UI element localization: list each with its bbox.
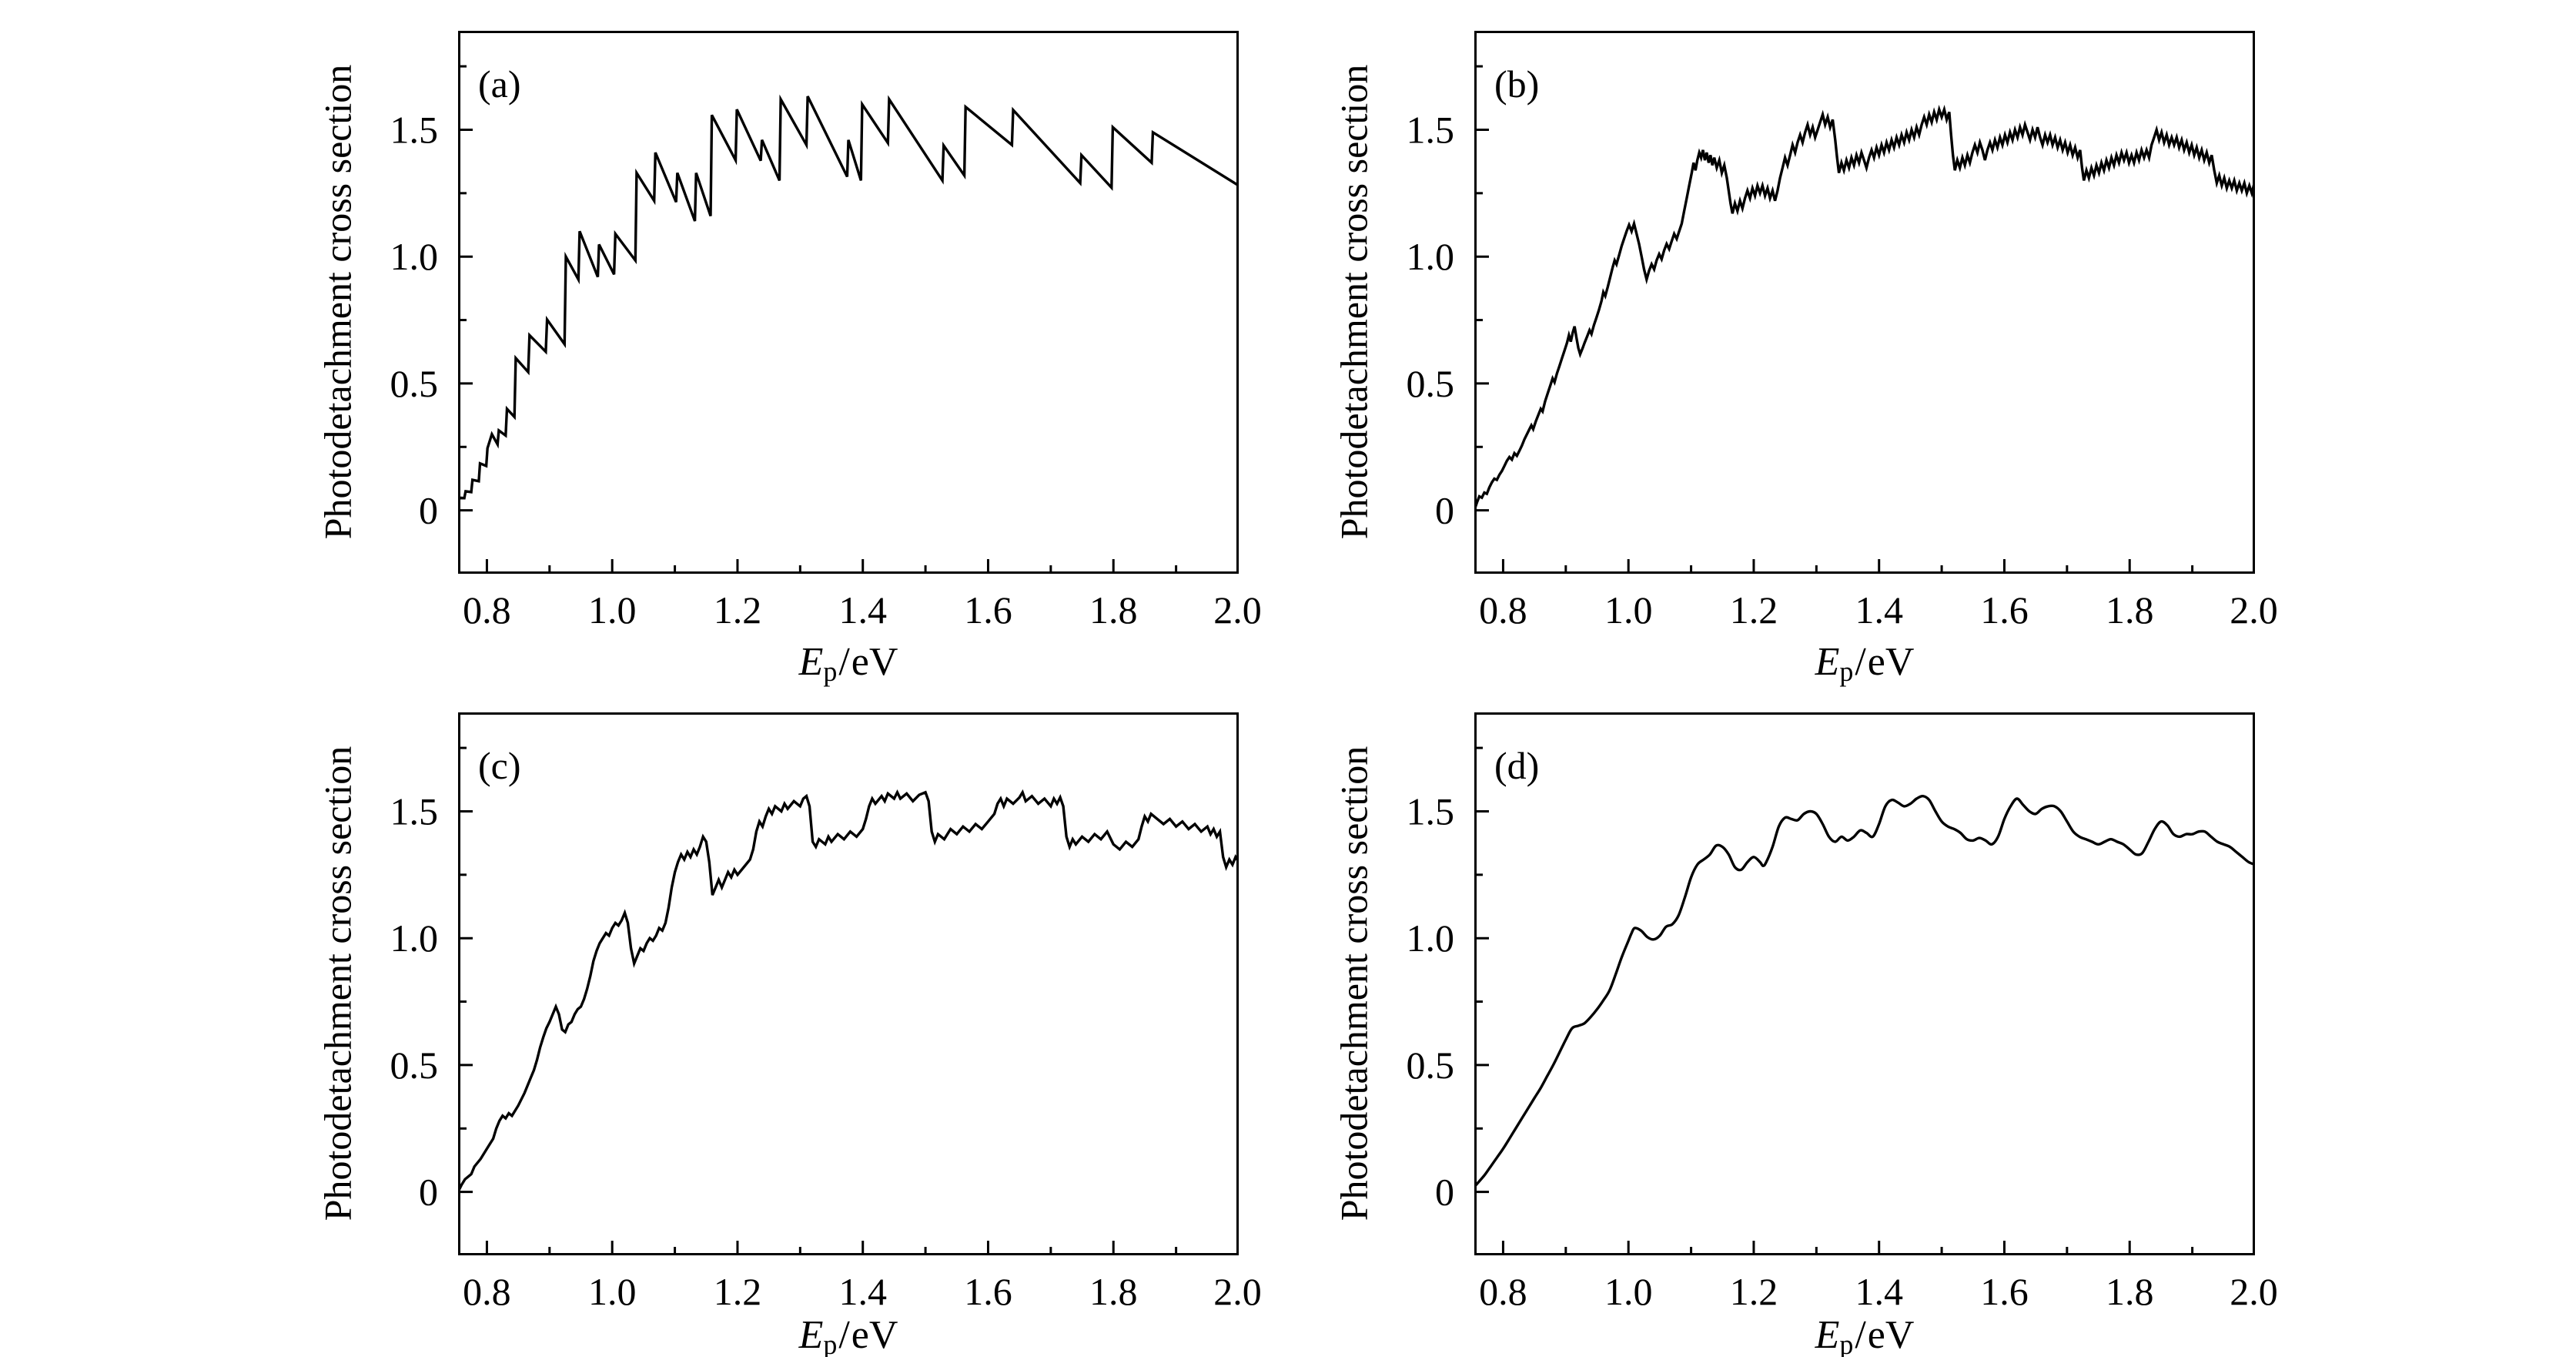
x-tick-label: 1.2 (714, 1270, 762, 1313)
x-axis-symbol: E (798, 1313, 824, 1357)
x-tick-label: 1.4 (838, 588, 887, 632)
cross-section-curve (458, 94, 1239, 511)
x-tick-label: 0.8 (1479, 1270, 1527, 1313)
plot-frame (458, 712, 1239, 1255)
y-tick-label: 1.5 (1407, 789, 1455, 833)
x-tick-label: 1.4 (1855, 588, 1903, 632)
y-tick-label: 0.5 (390, 1044, 439, 1087)
x-tick-label: 0.8 (463, 1270, 511, 1313)
y-tick-label: 1.0 (1407, 916, 1455, 960)
x-axis-unit: eV (851, 1313, 898, 1357)
y-tick-label: 1.0 (1407, 235, 1455, 278)
x-tick-label: 2.0 (1213, 1270, 1262, 1313)
x-axis-separator: / (1855, 1313, 1866, 1357)
x-tick-label: 2.0 (2230, 588, 2278, 632)
x-axis-label: Ep/eV (458, 1311, 1239, 1357)
x-axis-unit: eV (1867, 1313, 1915, 1357)
x-axis-label: Ep/eV (458, 638, 1239, 687)
x-axis-subscript: p (1839, 1329, 1854, 1357)
x-tick-label: 1.6 (1980, 588, 2029, 632)
x-axis-separator: / (1855, 640, 1866, 684)
x-axis-subscript: p (823, 1329, 838, 1357)
y-tick-label: 1.0 (390, 916, 439, 960)
x-tick-label: 1.2 (1730, 588, 1778, 632)
y-axis-label: Photodetachment cross section (1332, 746, 1376, 1221)
plot-area-a: 0.8 1.0 1.2 1.4 1.6 1.8 2.0 0 0.5 1.0 1.5 (390, 31, 1262, 632)
y-tick-label: 0.5 (1407, 362, 1455, 405)
x-tick-label: 1.8 (2106, 1270, 2154, 1313)
x-axis-separator: / (838, 640, 850, 684)
x-axis-subscript: p (823, 655, 838, 687)
y-tick-label: 1.5 (390, 108, 439, 151)
x-axis-label: Ep/eV (1474, 1311, 2255, 1357)
x-tick-label: 1.8 (2106, 588, 2154, 632)
plot-area-c: 0.8 1.0 1.2 1.4 1.6 1.8 2.0 0 0.5 1.0 1.5 (390, 712, 1262, 1313)
y-axis-label: Photodetachment cross section (316, 746, 360, 1221)
x-tick-label: 1.4 (1855, 1270, 1903, 1313)
y-tick-label: 0 (419, 489, 438, 532)
x-tick-label: 1.6 (1980, 1270, 2029, 1313)
x-axis-unit: eV (851, 640, 898, 684)
y-tick-label: 1.0 (390, 235, 439, 278)
x-axis-symbol: E (1815, 640, 1840, 684)
x-tick-label: 1.0 (588, 1270, 637, 1313)
x-tick-label: 0.8 (1479, 588, 1527, 632)
x-tick-label: 1.0 (1604, 588, 1653, 632)
y-tick-label: 0 (1435, 489, 1454, 532)
panel-label-a: (a) (478, 62, 521, 106)
x-tick-label: 1.2 (1730, 1270, 1778, 1313)
x-tick-label: 1.4 (838, 1270, 887, 1313)
y-tick-label: 1.5 (1407, 108, 1455, 151)
x-tick-label: 1.6 (964, 588, 1012, 632)
y-tick-label: 0 (419, 1171, 438, 1214)
panel-label-d: (d) (1494, 744, 1540, 787)
x-axis-label: Ep/eV (1474, 638, 2255, 687)
panel-label-c: (c) (478, 744, 521, 787)
cross-section-curve (1474, 794, 2255, 1188)
x-tick-label: 1.6 (964, 1270, 1012, 1313)
plot-frame (1474, 31, 2255, 574)
y-tick-label: 0 (1435, 1171, 1454, 1214)
panel-label-b: (b) (1494, 62, 1540, 106)
x-tick-label: 2.0 (1213, 588, 1262, 632)
x-tick-label: 1.2 (714, 588, 762, 632)
cross-section-curve (1474, 104, 2255, 511)
x-axis-symbol: E (798, 640, 824, 684)
x-tick-label: 1.0 (588, 588, 637, 632)
cross-section-curve (458, 789, 1239, 1193)
x-axis-subscript: p (1839, 655, 1854, 687)
y-axis-label: Photodetachment cross section (1332, 64, 1376, 540)
y-tick-label: 0.5 (390, 362, 439, 405)
plot-area-d: 0.8 1.0 1.2 1.4 1.6 1.8 2.0 0 0.5 1.0 1.5 (1407, 712, 2278, 1313)
y-tick-label: 1.5 (390, 789, 439, 833)
plot-area-b: 0.8 1.0 1.2 1.4 1.6 1.8 2.0 0 0.5 1.0 1.5 (1407, 31, 2278, 632)
x-tick-label: 0.8 (463, 588, 511, 632)
x-tick-label: 1.0 (1604, 1270, 1653, 1313)
x-axis-unit: eV (1867, 640, 1915, 684)
y-axis-label: Photodetachment cross section (316, 64, 360, 540)
x-axis-separator: / (838, 1313, 850, 1357)
x-axis-symbol: E (1815, 1313, 1840, 1357)
x-tick-label: 1.8 (1089, 588, 1138, 632)
y-tick-label: 0.5 (1407, 1044, 1455, 1087)
plot-frame (1474, 712, 2255, 1255)
plot-frame (458, 31, 1239, 574)
x-tick-label: 2.0 (2230, 1270, 2278, 1313)
x-tick-label: 1.8 (1089, 1270, 1138, 1313)
